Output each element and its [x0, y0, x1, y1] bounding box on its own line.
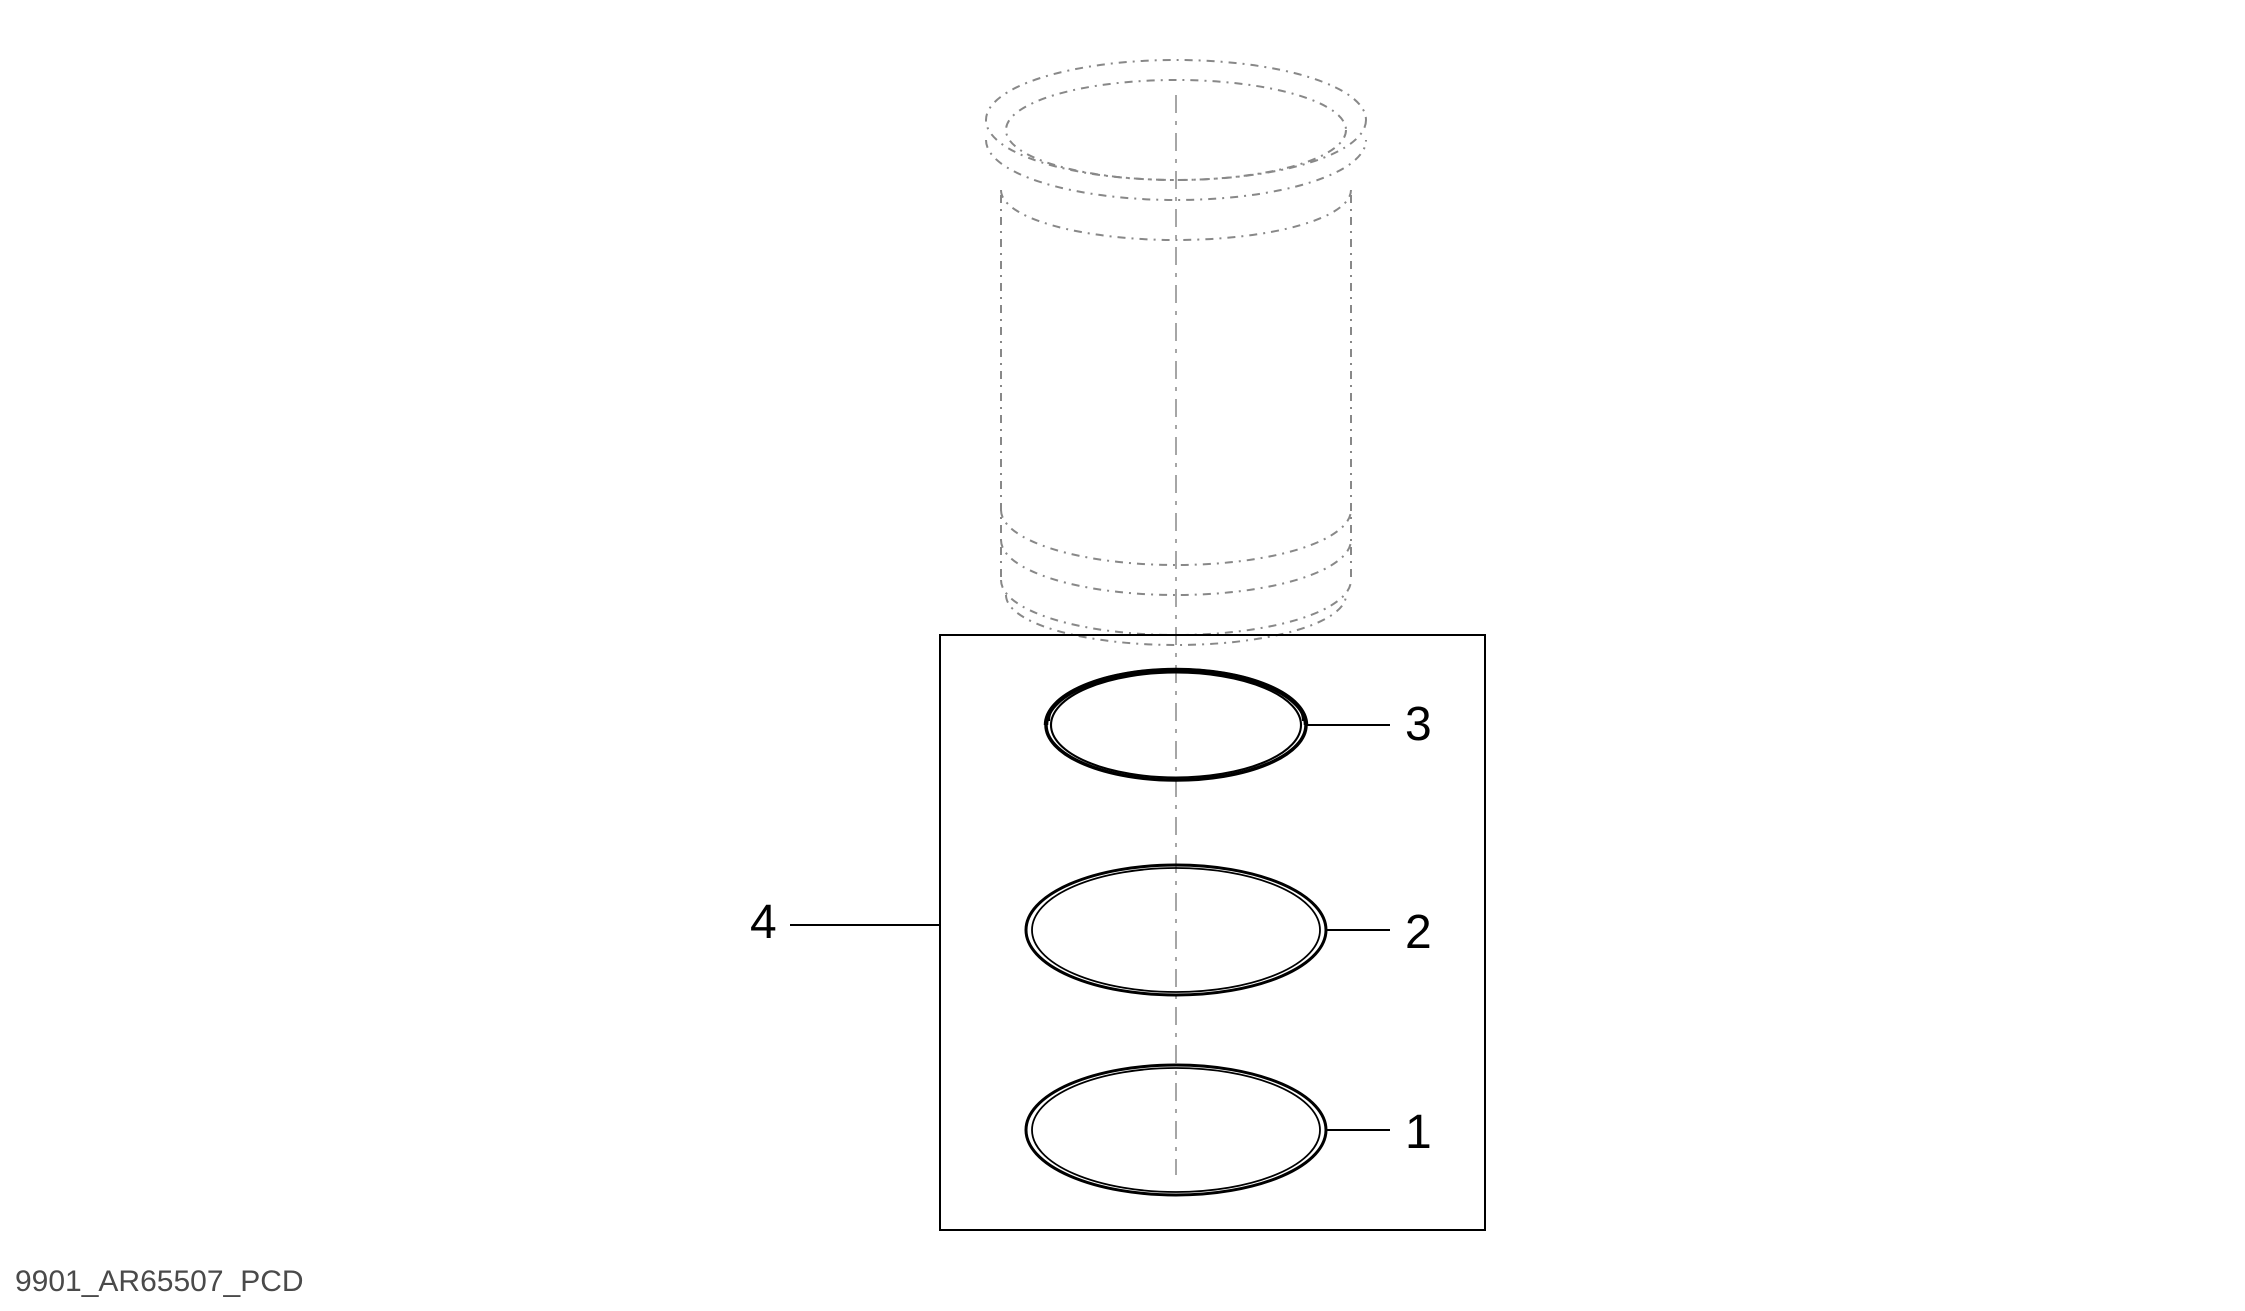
reference-code: 9901_AR65507_PCD	[15, 1265, 304, 1299]
technical-diagram	[0, 0, 2245, 1311]
callout-label-4: 4	[750, 895, 777, 950]
callout-label-3: 3	[1405, 697, 1432, 752]
callout-label-2: 2	[1405, 905, 1432, 960]
callout-label-1: 1	[1405, 1105, 1432, 1160]
